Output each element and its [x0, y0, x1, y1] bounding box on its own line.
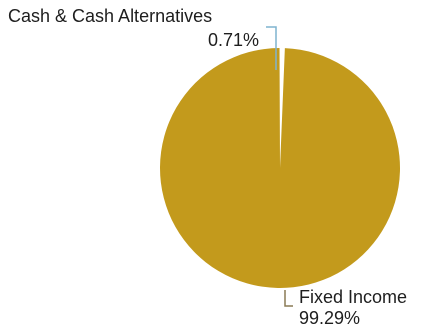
cash-slice-value: 0.71% [208, 30, 259, 50]
cash-slice-label: Cash & Cash Alternatives [8, 6, 212, 26]
cash-slice [279, 47, 286, 169]
fixed-income-leader-line [284, 290, 293, 307]
pie-slices [160, 47, 400, 289]
fixed-income-slice-value: 99.29% [299, 308, 360, 328]
fixed-income-slice [160, 48, 400, 289]
cash-leader-line [266, 26, 277, 70]
fixed-income-slice-label: Fixed Income [299, 287, 407, 307]
